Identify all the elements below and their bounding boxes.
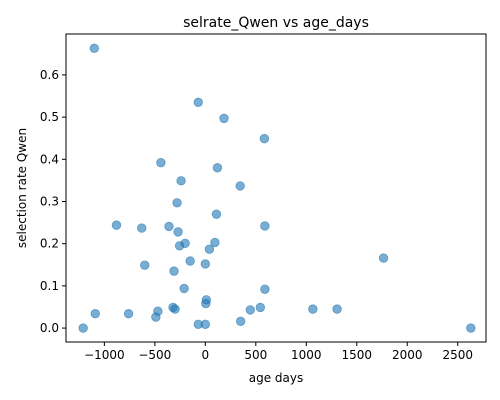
data-point <box>78 323 88 333</box>
plot-frame <box>65 33 487 343</box>
y-tick-label: 0.3 <box>40 195 59 209</box>
y-tick-label: 0.1 <box>40 279 59 293</box>
data-point <box>174 241 185 251</box>
data-point <box>212 163 223 173</box>
data-point <box>378 253 389 263</box>
x-axis: −1000 −500 0 500 1000 1500 2000 2500 <box>84 342 473 362</box>
y-tick-label: 0.0 <box>40 321 59 335</box>
data-point <box>111 220 122 230</box>
x-tick-label: 2000 <box>392 348 423 362</box>
y-tick-label: 0.2 <box>40 237 59 251</box>
data-point <box>332 304 342 314</box>
chart-title: selrate_Qwen vs age_days <box>183 15 369 31</box>
data-point <box>176 176 186 186</box>
data-point <box>172 198 182 208</box>
data-point <box>173 227 183 237</box>
data-point <box>255 302 266 313</box>
data-point <box>259 133 270 144</box>
y-tick-label: 0.4 <box>40 152 59 166</box>
data-point <box>90 309 100 319</box>
data-point <box>151 312 161 322</box>
x-tick-label: 1000 <box>291 348 322 362</box>
data-point <box>164 221 174 232</box>
data-point <box>308 304 318 314</box>
data-point <box>193 97 203 108</box>
x-axis-title: age days <box>249 371 304 385</box>
data-point <box>89 43 99 54</box>
data-point <box>156 157 166 168</box>
data-points <box>78 43 476 333</box>
data-point <box>466 323 476 333</box>
x-tick-label: −1000 <box>84 348 125 362</box>
data-point <box>210 237 220 248</box>
y-tick-label: 0.5 <box>40 110 59 124</box>
data-point <box>260 221 270 231</box>
data-point <box>200 259 211 269</box>
data-point <box>260 284 270 294</box>
data-point <box>201 298 211 309</box>
data-point <box>179 283 189 294</box>
data-point <box>219 113 229 124</box>
x-tick-label: 500 <box>244 348 267 362</box>
x-tick-label: 1500 <box>341 348 372 362</box>
x-tick-label: −500 <box>138 348 171 362</box>
data-point <box>235 316 246 327</box>
data-point <box>211 209 222 219</box>
data-point <box>123 309 134 319</box>
data-point <box>137 223 147 233</box>
data-point <box>200 319 211 329</box>
data-point <box>185 256 195 266</box>
data-point <box>169 266 179 276</box>
x-tick-label: 2500 <box>442 348 473 362</box>
y-axis-title: selection rate Qwen <box>15 128 29 248</box>
y-tick-label: 0.6 <box>40 68 59 82</box>
x-tick-label: 0 <box>202 348 210 362</box>
data-point <box>204 244 215 254</box>
data-point <box>245 305 255 315</box>
y-axis: 0.0 0.1 0.2 0.3 0.4 0.5 0.6 <box>40 68 66 335</box>
data-point <box>140 260 150 270</box>
data-point <box>235 181 245 191</box>
data-point <box>170 304 180 314</box>
